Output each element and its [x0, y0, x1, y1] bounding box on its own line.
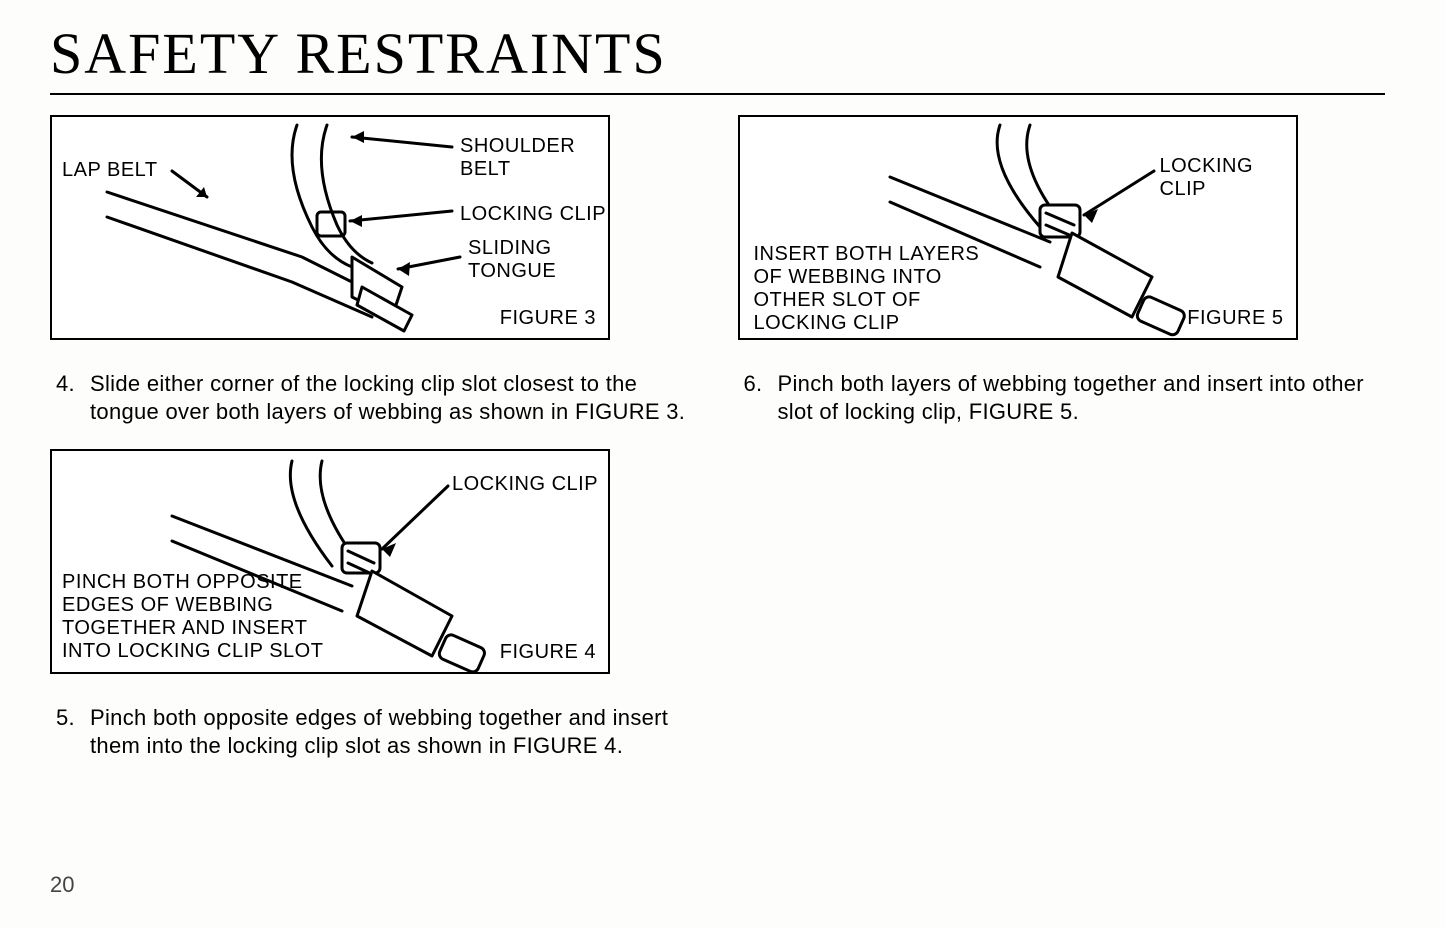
step-4-number: 4.: [56, 370, 90, 425]
document-page: SAFETY RESTRAINTS LAP BELT SHOULDER BELT…: [0, 0, 1445, 928]
step-4-text: Slide either corner of the locking clip …: [90, 370, 688, 425]
step-5-text: Pinch both opposite edges of webbing tog…: [90, 704, 688, 759]
title-rule: [50, 93, 1385, 95]
step-6: 6. Pinch both layers of webbing together…: [738, 370, 1386, 425]
figure-5: LOCKING CLIP INSERT BOTH LAYERS OF WEBBI…: [738, 115, 1298, 340]
left-column: LAP BELT SHOULDER BELT LOCKING CLIP SLID…: [50, 115, 718, 783]
step-4: 4. Slide either corner of the locking cl…: [50, 370, 698, 425]
figure-5-caption: FIGURE 5: [1187, 307, 1283, 330]
page-number: 20: [50, 872, 74, 898]
figure-4-caption: FIGURE 4: [500, 641, 596, 664]
step-6-text: Pinch both layers of webbing together an…: [778, 370, 1376, 425]
step-5: 5. Pinch both opposite edges of webbing …: [50, 704, 698, 759]
figure-4: LOCKING CLIP PINCH BOTH OPPOSITE EDGES O…: [50, 449, 610, 674]
figure-3: LAP BELT SHOULDER BELT LOCKING CLIP SLID…: [50, 115, 610, 340]
figure-3-caption: FIGURE 3: [500, 307, 596, 330]
step-5-number: 5.: [56, 704, 90, 759]
right-column: LOCKING CLIP INSERT BOTH LAYERS OF WEBBI…: [718, 115, 1386, 783]
page-title: SAFETY RESTRAINTS: [50, 20, 1385, 87]
step-6-number: 6.: [744, 370, 778, 425]
content-columns: LAP BELT SHOULDER BELT LOCKING CLIP SLID…: [50, 115, 1385, 783]
